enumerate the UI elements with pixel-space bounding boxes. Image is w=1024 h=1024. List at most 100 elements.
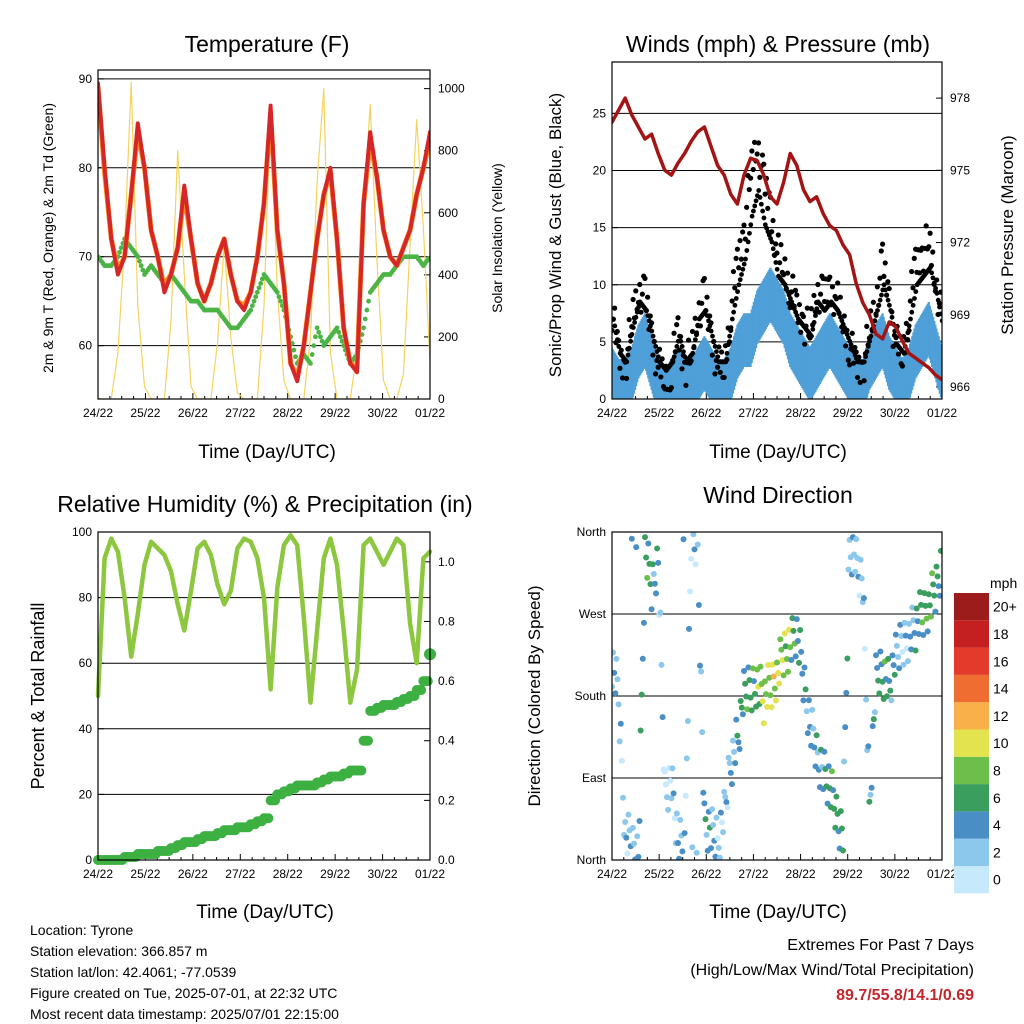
gust-point — [619, 375, 626, 381]
dewpoint-point — [339, 338, 345, 344]
direction-point — [618, 757, 625, 764]
direction-point — [926, 602, 933, 609]
wind-direction-xtick-label: 30/22 — [880, 867, 910, 881]
direction-point — [670, 790, 677, 797]
direction-point — [715, 844, 722, 851]
gust-point — [934, 277, 940, 283]
direction-point — [780, 672, 787, 679]
winds-ytick-label: 25 — [593, 106, 607, 120]
precip-point — [416, 685, 427, 696]
gust-point — [629, 332, 635, 337]
gust-point — [757, 194, 763, 200]
dewpoint-point — [258, 281, 264, 286]
humidity-y2tick-label: 1.0 — [438, 555, 455, 569]
direction-point — [913, 605, 920, 612]
gust-point — [729, 298, 735, 304]
direction-point — [647, 581, 654, 588]
gust-point — [870, 299, 876, 305]
gust-point — [759, 152, 766, 158]
gust-point — [649, 328, 655, 334]
direction-point — [687, 588, 694, 595]
legend-label: 20+ — [993, 599, 1017, 615]
gust-point — [645, 294, 651, 300]
gust-point — [739, 272, 744, 277]
gust-point — [699, 300, 705, 306]
extremes-values: 89.7/55.8/14.1/0.69 — [836, 987, 974, 1004]
gust-point — [678, 338, 684, 344]
gust-point — [817, 291, 824, 297]
direction-point — [639, 655, 646, 662]
gust-point — [745, 239, 751, 245]
direction-point — [877, 648, 884, 655]
direction-point — [710, 822, 717, 829]
gust-point — [681, 349, 686, 354]
direction-point — [675, 839, 681, 846]
direction-point — [695, 602, 702, 609]
temperature-ylabel: 2m & 9m T (Red, Orange) & 2m Td (Green) — [40, 103, 56, 373]
gust-point — [703, 308, 709, 314]
gust-point — [829, 284, 836, 290]
temperature-title: Temperature (F) — [185, 31, 350, 57]
direction-point — [912, 647, 919, 654]
legend-swatch — [954, 593, 989, 621]
direction-point — [702, 816, 709, 823]
direction-point — [868, 784, 875, 791]
winds-ytick-label: 10 — [593, 278, 607, 292]
direction-point — [863, 696, 870, 703]
direction-point — [723, 799, 730, 806]
direction-point — [614, 676, 621, 683]
gust-point — [612, 305, 618, 311]
gust-point — [798, 329, 804, 335]
gust-point — [876, 302, 882, 308]
gust-point — [738, 256, 744, 262]
gust-point — [671, 330, 677, 336]
gust-point — [682, 354, 688, 360]
dewpoint-point — [425, 256, 430, 262]
winds-y2tick-label: 972 — [950, 236, 970, 250]
direction-point — [767, 692, 774, 699]
direction-point — [680, 536, 687, 543]
direction-point — [866, 798, 873, 805]
direction-point — [645, 540, 652, 547]
winds-y2tick-label: 969 — [950, 308, 970, 322]
direction-point — [890, 662, 897, 669]
gust-point — [724, 350, 730, 356]
direction-point — [895, 654, 901, 661]
direction-point — [891, 671, 898, 678]
direction-point — [701, 800, 708, 807]
direction-point — [900, 661, 907, 668]
gust-point — [754, 151, 760, 157]
gust-point — [733, 255, 739, 261]
gust-point — [886, 302, 892, 308]
gust-point — [882, 260, 888, 266]
gust-point — [810, 326, 816, 332]
gust-point — [852, 344, 858, 351]
gust-point — [612, 316, 616, 322]
direction-point — [871, 709, 878, 716]
dewpoint-point — [117, 249, 122, 255]
direction-point — [893, 642, 900, 649]
direction-point — [842, 724, 849, 731]
temperature-ytick-label: 70 — [79, 250, 93, 264]
gust-point — [885, 297, 891, 303]
humidity-ytick-label: 100 — [72, 525, 92, 539]
direction-point — [748, 707, 755, 714]
winds-xtick-label: 25/22 — [644, 406, 674, 420]
direction-point — [804, 730, 811, 737]
gust-point — [773, 260, 779, 265]
direction-point — [887, 687, 894, 694]
direction-point — [936, 592, 942, 599]
temperature-xtick-label: 27/22 — [225, 406, 255, 420]
gust-point — [930, 249, 936, 255]
direction-point — [761, 678, 768, 685]
direction-point — [690, 532, 697, 538]
dewpoint-point — [256, 285, 262, 291]
gust-point — [906, 327, 912, 334]
wind-direction-ytick-label: West — [579, 607, 607, 621]
dewpoint-point — [276, 294, 282, 300]
direction-point — [790, 627, 797, 634]
humidity-series-group — [93, 533, 436, 865]
direction-point — [829, 768, 835, 775]
gust-point — [796, 301, 803, 308]
